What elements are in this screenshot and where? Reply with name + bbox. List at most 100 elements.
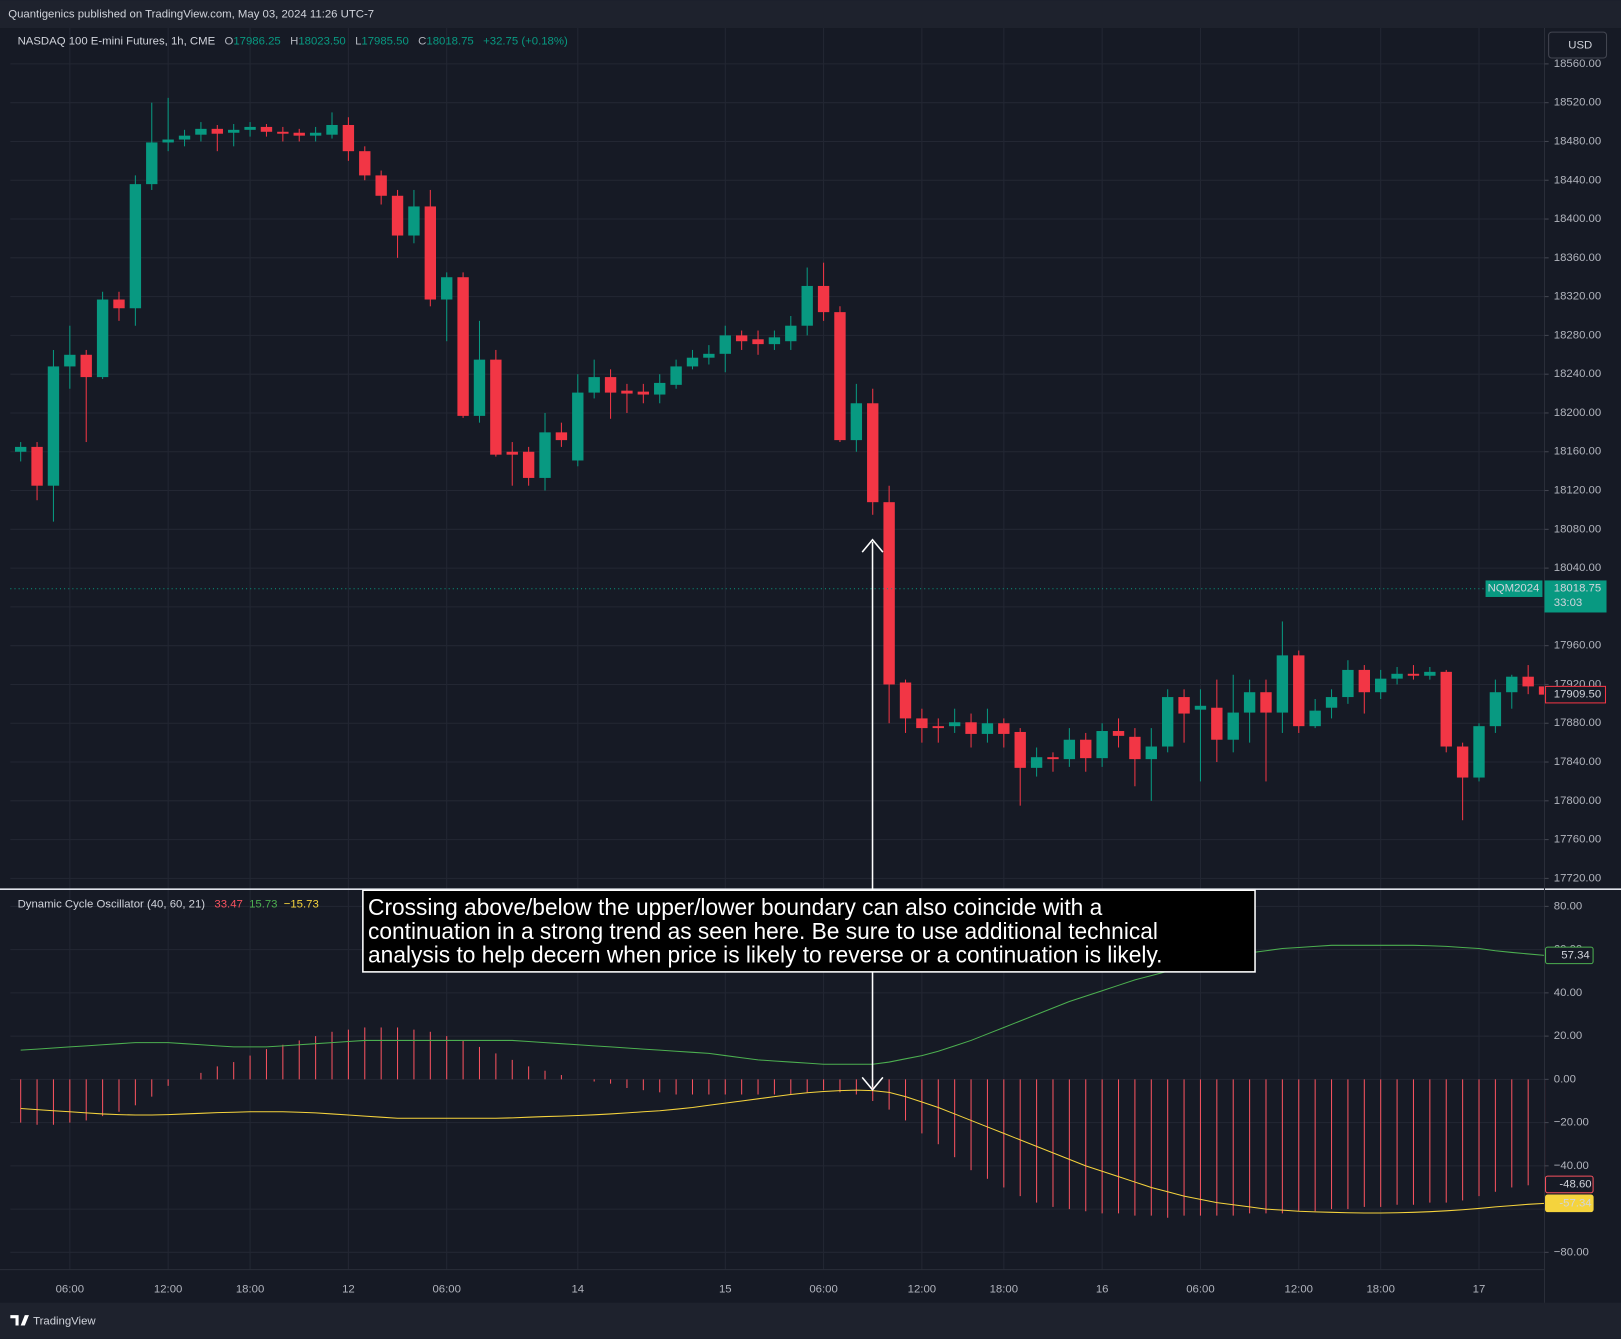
ohlc-key: O: [225, 35, 234, 47]
candle-body: [424, 206, 437, 300]
candle-body: [1260, 692, 1272, 713]
ohlc-key: L: [355, 35, 361, 47]
y-tick-label: 18560.00: [1554, 58, 1601, 70]
candle-body: [129, 184, 142, 309]
value-tag: [1545, 1175, 1594, 1194]
candle-body: [113, 299, 125, 309]
y-tick-label: 18120.00: [1554, 485, 1601, 497]
candle-body: [817, 285, 830, 313]
candle-body: [850, 403, 863, 441]
ohlc-value: 17985.50: [361, 35, 408, 47]
y-tick-label: 18520.00: [1554, 97, 1601, 109]
y-tick-label: 80.00: [1554, 900, 1582, 912]
candle-body: [1407, 673, 1420, 676]
value-tag: [1545, 946, 1594, 965]
candle-body: [375, 175, 387, 196]
y-tick-label: 17800.00: [1554, 795, 1601, 807]
ohlc-value: 17986.25: [233, 35, 280, 47]
candle-body: [948, 722, 961, 727]
currency-button[interactable]: [1548, 31, 1608, 59]
footer-brand: TradingView: [10, 1315, 96, 1327]
candle-body: [785, 325, 797, 342]
x-tick-label: 12:00: [1285, 1283, 1313, 1295]
close-tag: [1545, 685, 1607, 704]
candle-body: [490, 359, 502, 455]
y-tick-label: 20.00: [1554, 1030, 1582, 1042]
candle-body: [1129, 736, 1141, 760]
ohlc-value: 18018.75: [426, 35, 473, 47]
candle-body: [834, 312, 846, 441]
candle-body: [555, 432, 568, 441]
candle-body: [391, 195, 404, 236]
axis-layer: 17720.00 17760.00 17800.00 17840.00 17880.00…: [56, 58, 1607, 1295]
publisher: Quantigenics published on TradingView.co…: [8, 9, 374, 21]
legend-value: −15.73: [284, 899, 319, 911]
y-tick-label: 18280.00: [1554, 329, 1601, 341]
candle-body: [146, 142, 158, 185]
y-tick-label: 18200.00: [1554, 407, 1601, 419]
candle-body: [1112, 731, 1125, 736]
candle-body: [326, 124, 338, 135]
candle-body: [31, 446, 43, 486]
candle-body: [457, 277, 469, 416]
candle-body: [211, 128, 223, 134]
candle-body: [1096, 731, 1108, 759]
candle-body: [1506, 676, 1518, 693]
candle-body: [1211, 707, 1223, 740]
annotation-line: Crossing above/below the upper/lower bou…: [368, 894, 1103, 920]
candle-body: [195, 128, 207, 135]
y-tick-label: 18160.00: [1554, 446, 1601, 458]
candle-body: [572, 392, 584, 461]
value-tag-label: -48.60: [1559, 1178, 1591, 1190]
candle-body: [1243, 692, 1256, 713]
candle-body: [801, 285, 813, 326]
symbol-tag: [1485, 580, 1543, 597]
close-tag-label: 17909.50: [1554, 689, 1601, 701]
x-tick-label: 06:00: [1186, 1283, 1214, 1295]
candle-body: [1391, 673, 1403, 679]
candle-body: [473, 359, 486, 416]
x-tick-label: 06:00: [432, 1283, 460, 1295]
legend-value: 33.47: [214, 899, 242, 911]
candle-body: [260, 126, 273, 132]
marks-layer: [10, 97, 1551, 1218]
value-tag-label: -57.34: [1559, 1197, 1591, 1209]
footer-bar: [0, 1302, 1621, 1339]
symbol-title: NASDAQ 100 E-mini Futures, 1h, CME: [18, 35, 216, 47]
candle-body: [752, 339, 764, 345]
y-tick-label: 17840.00: [1554, 756, 1601, 768]
grid-layer: [10, 28, 1545, 1270]
legend-value: 15.73: [249, 899, 277, 911]
y-tick-label: 40.00: [1554, 987, 1582, 999]
y-tick-label: −40.00: [1554, 1160, 1589, 1172]
candle-body: [228, 129, 240, 133]
annotation: Crossing above/below the upper/lower bou…: [362, 538, 1256, 1091]
candle-body: [1047, 757, 1059, 760]
x-tick-label: 15: [719, 1283, 732, 1295]
candle-body: [998, 723, 1010, 734]
y-tick-label: 18440.00: [1554, 174, 1601, 186]
candle-body: [1489, 692, 1502, 727]
candle-body: [1030, 757, 1043, 768]
candle-body: [1227, 712, 1239, 740]
y-tick-label: 17760.00: [1554, 834, 1601, 846]
top-bar: [0, 0, 1621, 29]
price-tag: [1544, 580, 1607, 613]
candle-body: [1456, 746, 1469, 778]
candle-body: [1276, 655, 1289, 713]
oscillator-line: [20, 944, 1545, 1065]
candle-body: [883, 502, 895, 685]
candle-body: [1309, 710, 1321, 727]
annotation-box: [362, 889, 1256, 973]
currency[interactable]: USD: [1568, 40, 1592, 52]
candle-body: [1145, 746, 1157, 760]
candle-body: [506, 451, 518, 455]
candle-body: [178, 135, 191, 140]
candle-body: [1194, 705, 1207, 710]
annotation-line: analysis to help decern when price is li…: [368, 942, 1162, 968]
y-tick-label: 18080.00: [1554, 523, 1601, 535]
price-legend: NASDAQ 100 E-mini Futures, 1h, CME O1798…: [18, 35, 568, 47]
ohlc-key: C: [418, 35, 426, 47]
logo: [10, 1315, 29, 1326]
